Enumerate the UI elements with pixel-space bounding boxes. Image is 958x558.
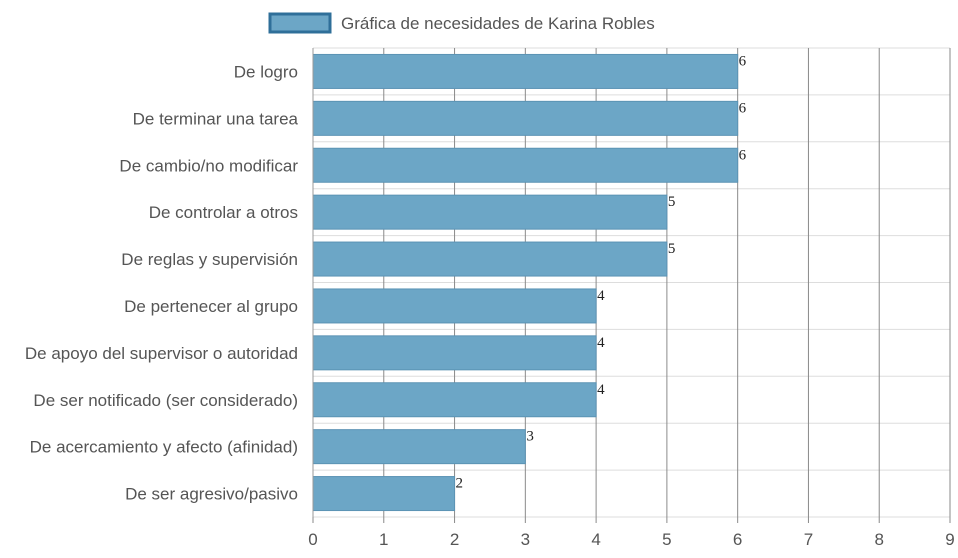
- bar: [312, 53, 739, 89]
- x-tick-label: 7: [804, 530, 813, 549]
- x-tick-label: 3: [521, 530, 530, 549]
- legend[interactable]: Gráfica de necesidades de Karina Robles: [268, 12, 655, 34]
- bar: [312, 382, 597, 418]
- category-label: De controlar a otros: [149, 203, 298, 222]
- category-label: De acercamiento y afecto (afinidad): [30, 438, 298, 457]
- x-tick-label: 8: [874, 530, 883, 549]
- x-tick-label: 4: [591, 530, 600, 549]
- x-tick-label: 9: [945, 530, 954, 549]
- data-label: 2: [456, 476, 464, 492]
- x-tick-label: 5: [662, 530, 671, 549]
- bar: [312, 476, 456, 512]
- bar: [312, 429, 526, 465]
- category-label: De cambio/no modificar: [119, 156, 298, 175]
- bar: [312, 241, 668, 277]
- x-tick-label: 2: [450, 530, 459, 549]
- legend-swatch: [268, 12, 332, 34]
- bars: 6 6 6 5 5 4 4 4 3 2: [312, 53, 747, 512]
- category-label: De pertenecer al grupo: [124, 297, 298, 316]
- data-label: 3: [526, 429, 534, 445]
- category-label: De logro: [234, 62, 298, 81]
- data-label: 5: [668, 241, 676, 257]
- x-tick-label: 0: [308, 530, 317, 549]
- data-label: 5: [668, 194, 676, 210]
- bar: [312, 335, 597, 371]
- data-label: 4: [597, 288, 605, 304]
- x-tick-label: 6: [733, 530, 742, 549]
- bar: [312, 288, 597, 324]
- data-label: 6: [739, 53, 747, 69]
- axes: 0 1 2 3 4 5 6 7 8 9 De logro De terminar una tarea D…: [25, 48, 955, 549]
- legend-label: Gráfica de necesidades de Karina Robles: [341, 14, 655, 33]
- data-label: 4: [597, 335, 605, 351]
- x-tick-label: 1: [379, 530, 388, 549]
- category-label: De reglas y supervisión: [121, 250, 298, 269]
- bar: [312, 194, 668, 230]
- bar: [312, 100, 739, 136]
- data-label: 6: [739, 147, 747, 163]
- category-label: De ser notificado (ser considerado): [33, 391, 298, 410]
- data-label: 4: [597, 382, 605, 398]
- category-label: De terminar una tarea: [133, 109, 299, 128]
- category-label: De ser agresivo/pasivo: [125, 485, 298, 504]
- bar: [312, 147, 739, 183]
- data-label: 6: [739, 100, 747, 116]
- category-label: De apoyo del supervisor o autoridad: [25, 344, 298, 363]
